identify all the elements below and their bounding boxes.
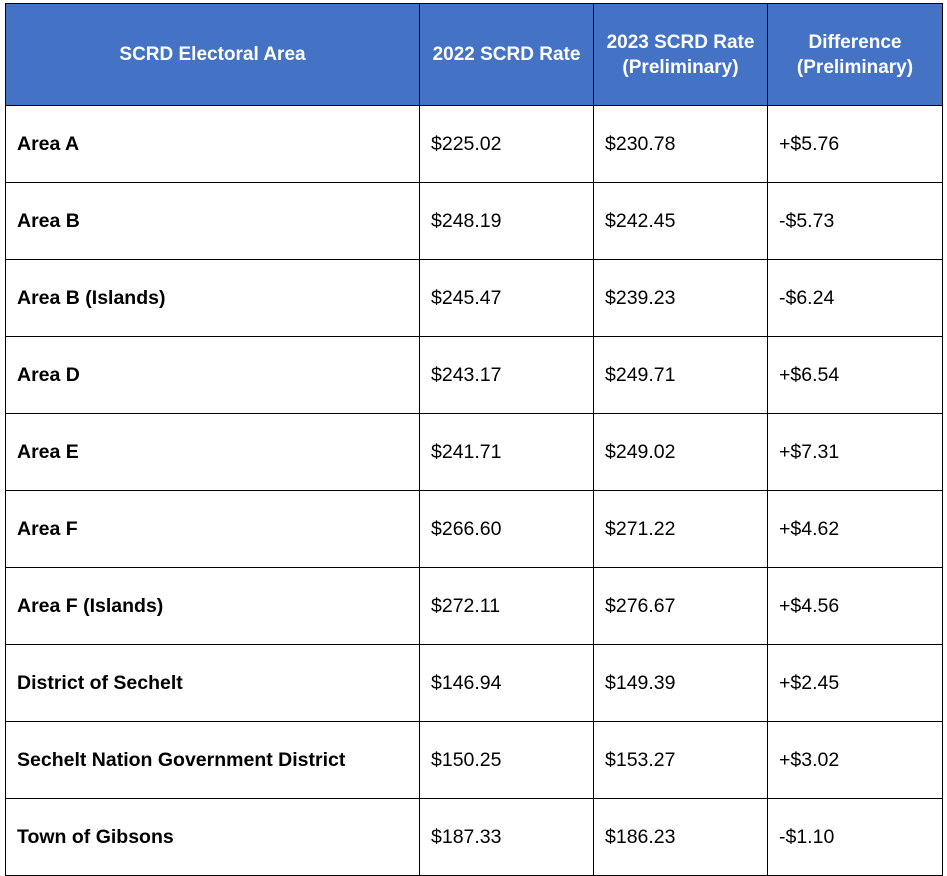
rate-2023-cell: $230.78 — [593, 105, 768, 183]
difference-cell: +$4.62 — [767, 490, 943, 568]
table-row: Area E $241.71 $249.02 +$7.31 — [5, 413, 943, 491]
table-row: Town of Gibsons $187.33 $186.23 -$1.10 — [5, 798, 943, 876]
table-row: Area B $248.19 $242.45 -$5.73 — [5, 182, 943, 260]
difference-cell: +$3.02 — [767, 721, 943, 799]
rate-2022-cell: $243.17 — [419, 336, 594, 414]
rate-2023-cell: $276.67 — [593, 567, 768, 645]
electoral-area-cell: Area F — [5, 490, 420, 568]
difference-cell: +$7.31 — [767, 413, 943, 491]
difference-cell: -$6.24 — [767, 259, 943, 337]
difference-cell: -$5.73 — [767, 182, 943, 260]
header-row: SCRD Electoral Area 2022 SCRD Rate 2023 … — [5, 3, 943, 106]
rate-2022-cell: $241.71 — [419, 413, 594, 491]
table-row: Sechelt Nation Government District $150.2… — [5, 721, 943, 799]
rate-2023-cell: $153.27 — [593, 721, 768, 799]
difference-cell: +$2.45 — [767, 644, 943, 722]
header-2023-rate: 2023 SCRD Rate (Preliminary) — [593, 3, 768, 106]
difference-cell: -$1.10 — [767, 798, 943, 876]
difference-cell: +$5.76 — [767, 105, 943, 183]
difference-cell: +$6.54 — [767, 336, 943, 414]
rate-2022-cell: $248.19 — [419, 182, 594, 260]
rate-2022-cell: $272.11 — [419, 567, 594, 645]
rate-2023-cell: $186.23 — [593, 798, 768, 876]
rate-2022-cell: $150.25 — [419, 721, 594, 799]
rate-2022-cell: $266.60 — [419, 490, 594, 568]
table-row: Area F (Islands) $272.11 $276.67 +$4.56 — [5, 567, 943, 645]
electoral-area-cell: Area E — [5, 413, 420, 491]
rate-2022-cell: $225.02 — [419, 105, 594, 183]
rate-2023-cell: $271.22 — [593, 490, 768, 568]
rate-2022-cell: $146.94 — [419, 644, 594, 722]
header-electoral-area: SCRD Electoral Area — [5, 3, 420, 106]
table-body: Area A $225.02 $230.78 +$5.76 Area B $248.19 $… — [5, 105, 943, 876]
rate-2023-cell: $249.71 — [593, 336, 768, 414]
rate-2022-cell: $187.33 — [419, 798, 594, 876]
table-row: Area B (Islands) $245.47 $239.23 -$6.24 — [5, 259, 943, 337]
table-header: SCRD Electoral Area 2022 SCRD Rate 2023 … — [5, 3, 943, 106]
electoral-area-cell: Town of Gibsons — [5, 798, 420, 876]
electoral-area-cell: Area F (Islands) — [5, 567, 420, 645]
electoral-area-cell: Area B (Islands) — [5, 259, 420, 337]
rate-2023-cell: $249.02 — [593, 413, 768, 491]
rate-2023-cell: $239.23 — [593, 259, 768, 337]
electoral-area-cell: Area A — [5, 105, 420, 183]
table-row: Area A $225.02 $230.78 +$5.76 — [5, 105, 943, 183]
table-row: Area D $243.17 $249.71 +$6.54 — [5, 336, 943, 414]
rate-2023-cell: $149.39 — [593, 644, 768, 722]
rate-2022-cell: $245.47 — [419, 259, 594, 337]
header-difference: Difference (Preliminary) — [767, 3, 943, 106]
table-row: Area F $266.60 $271.22 +$4.62 — [5, 490, 943, 568]
electoral-area-cell: Area D — [5, 336, 420, 414]
header-2022-rate: 2022 SCRD Rate — [419, 3, 594, 106]
electoral-area-cell: Area B — [5, 182, 420, 260]
scrd-rates-table: SCRD Electoral Area 2022 SCRD Rate 2023 … — [5, 3, 943, 876]
table-row: District of Sechelt $146.94 $149.39 +$2.45 — [5, 644, 943, 722]
rate-2023-cell: $242.45 — [593, 182, 768, 260]
difference-cell: +$4.56 — [767, 567, 943, 645]
electoral-area-cell: District of Sechelt — [5, 644, 420, 722]
electoral-area-cell: Sechelt Nation Government District — [5, 721, 420, 799]
